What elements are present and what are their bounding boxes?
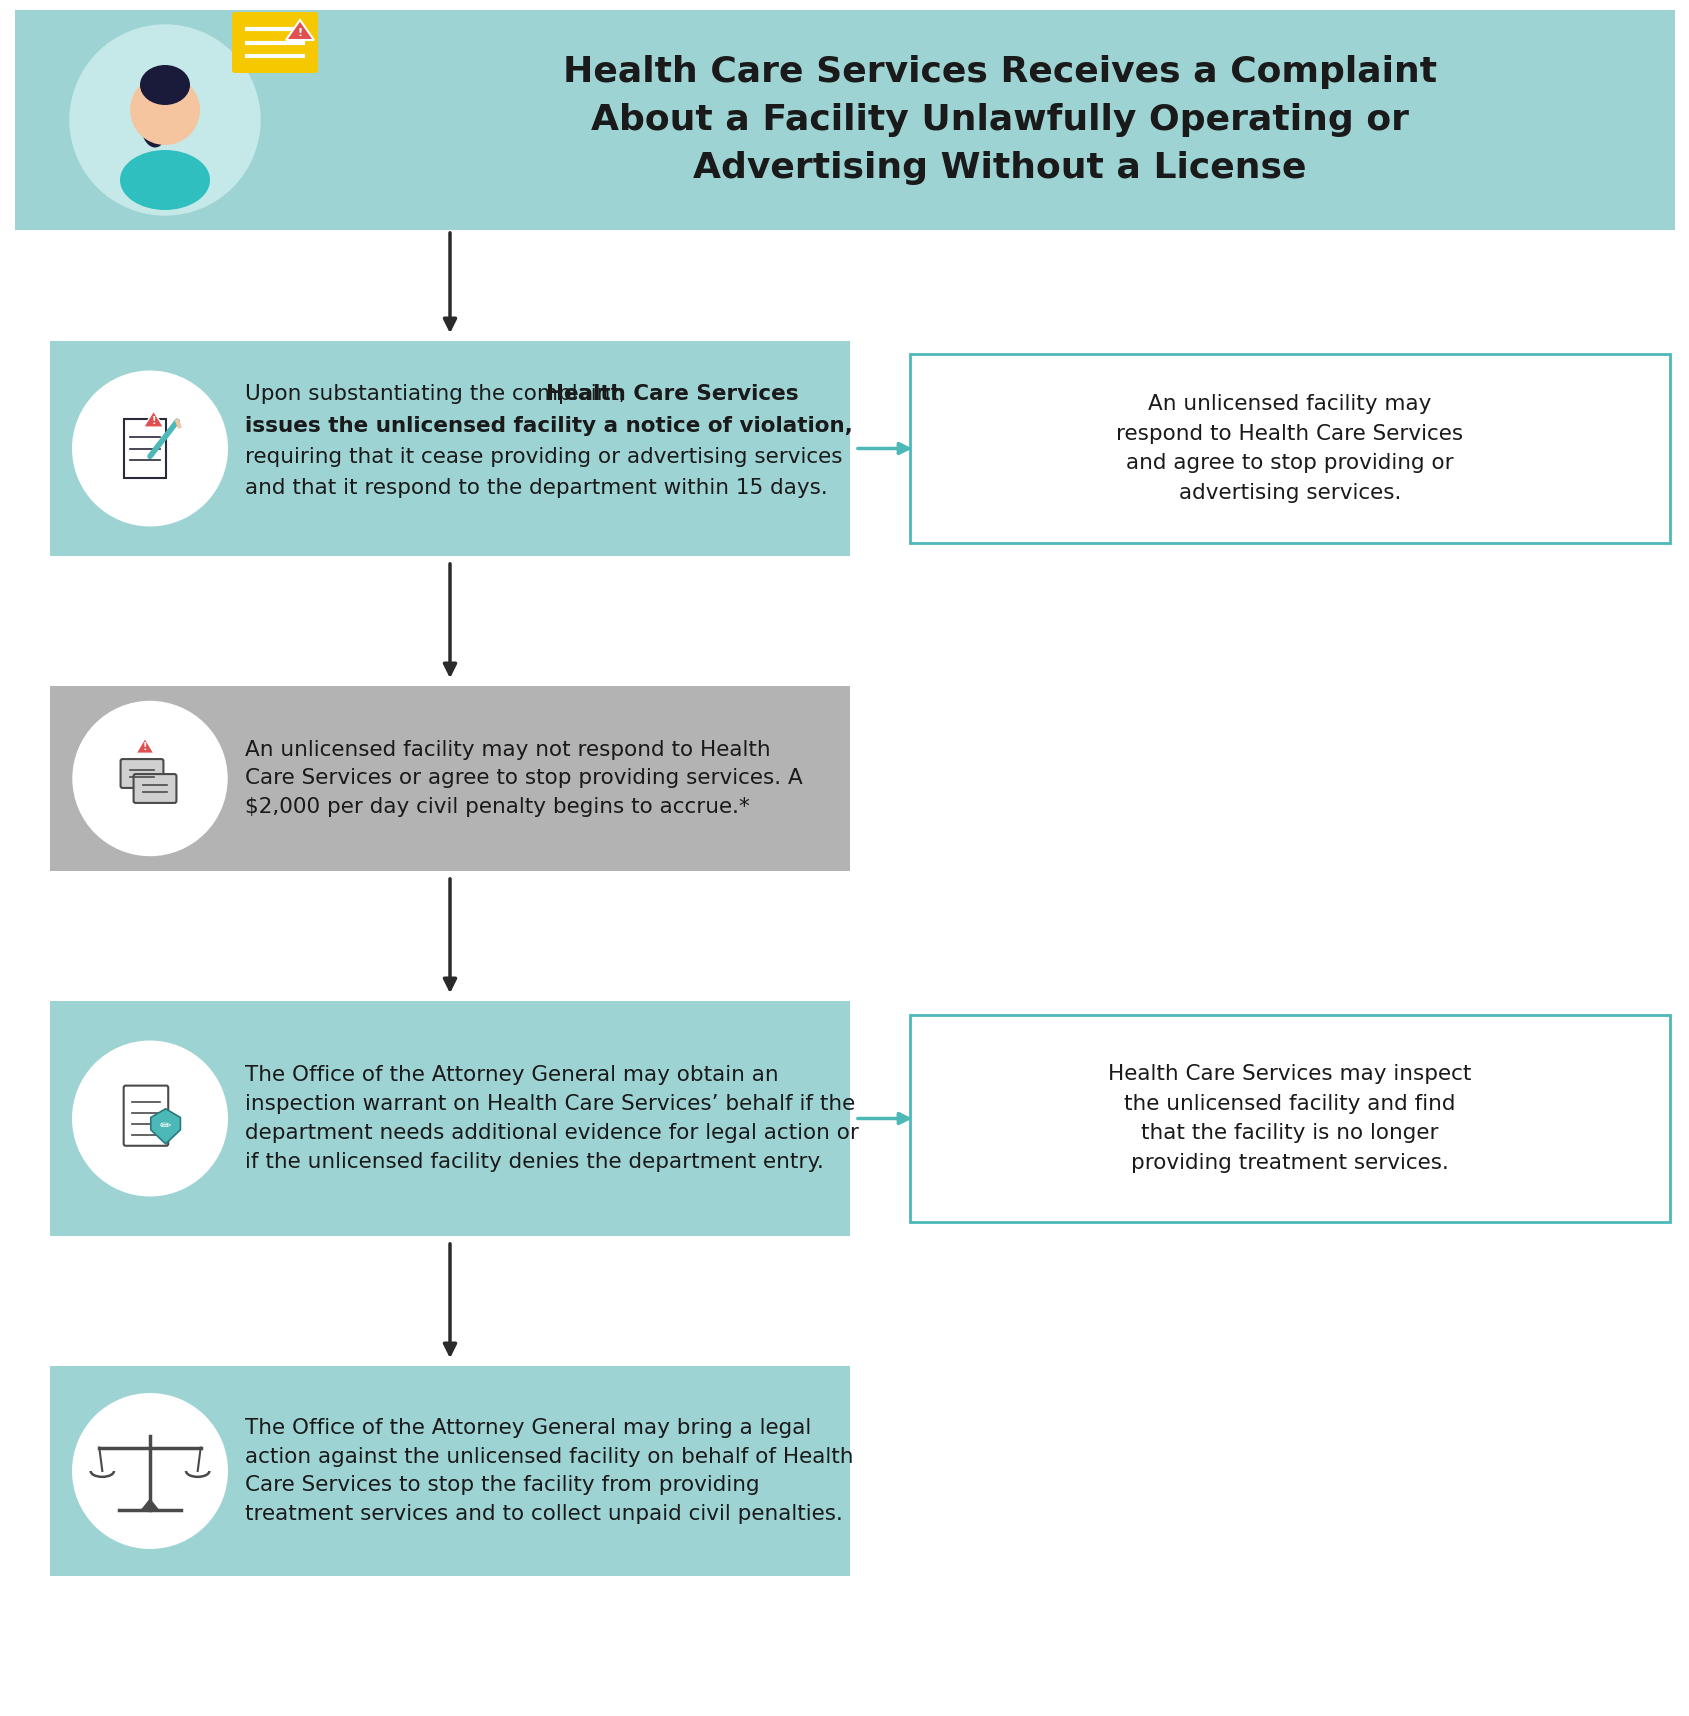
Circle shape <box>73 371 228 527</box>
Bar <box>51 1000 850 1236</box>
Text: Health Care Services may inspect
the unlicensed facility and find
that the facil: Health Care Services may inspect the unl… <box>1108 1064 1471 1174</box>
Circle shape <box>69 26 260 214</box>
Text: !: ! <box>142 743 147 752</box>
Ellipse shape <box>140 65 189 105</box>
Bar <box>51 1366 850 1575</box>
Text: Advertising Without a License: Advertising Without a License <box>692 151 1306 185</box>
FancyBboxPatch shape <box>231 12 318 74</box>
Bar <box>909 353 1669 542</box>
Text: Health Care Services: Health Care Services <box>546 384 799 405</box>
Text: and that it respond to the department within 15 days.: and that it respond to the department wi… <box>245 479 828 498</box>
Circle shape <box>73 1040 228 1196</box>
Text: The Office of the Attorney General may bring a legal
action against the unlicens: The Office of the Attorney General may b… <box>245 1417 853 1524</box>
Circle shape <box>73 700 228 856</box>
Polygon shape <box>285 21 314 39</box>
Text: The Office of the Attorney General may obtain an
inspection warrant on Health Ca: The Office of the Attorney General may o… <box>245 1066 858 1172</box>
Bar <box>51 686 850 872</box>
Polygon shape <box>150 1109 181 1145</box>
Text: issues the unlicensed facility a notice of violation,: issues the unlicensed facility a notice … <box>245 415 853 436</box>
Ellipse shape <box>140 93 171 148</box>
Bar <box>51 341 850 556</box>
Polygon shape <box>135 738 154 753</box>
Text: Health Care Services Receives a Complaint: Health Care Services Receives a Complain… <box>562 55 1436 89</box>
Text: ✏: ✏ <box>160 1119 171 1133</box>
Text: About a Facility Unlawfully Operating or: About a Facility Unlawfully Operating or <box>591 103 1409 137</box>
Ellipse shape <box>120 149 209 209</box>
Circle shape <box>130 76 199 144</box>
Bar <box>123 419 166 477</box>
Text: !: ! <box>152 415 155 426</box>
FancyBboxPatch shape <box>133 774 176 803</box>
Text: An unlicensed facility may not respond to Health
Care Services or agree to stop : An unlicensed facility may not respond t… <box>245 740 802 817</box>
Circle shape <box>73 1393 228 1550</box>
FancyBboxPatch shape <box>120 758 164 788</box>
Text: Upon substantiating the complaint,: Upon substantiating the complaint, <box>245 384 632 405</box>
Text: An unlicensed facility may
respond to Health Care Services
and agree to stop pro: An unlicensed facility may respond to He… <box>1116 395 1463 503</box>
Bar <box>909 1016 1669 1222</box>
Polygon shape <box>140 1498 159 1510</box>
Polygon shape <box>144 412 164 427</box>
Text: requiring that it cease providing or advertising services: requiring that it cease providing or adv… <box>245 446 843 467</box>
FancyBboxPatch shape <box>123 1086 169 1146</box>
Text: !: ! <box>297 27 302 38</box>
Bar <box>15 10 1674 230</box>
